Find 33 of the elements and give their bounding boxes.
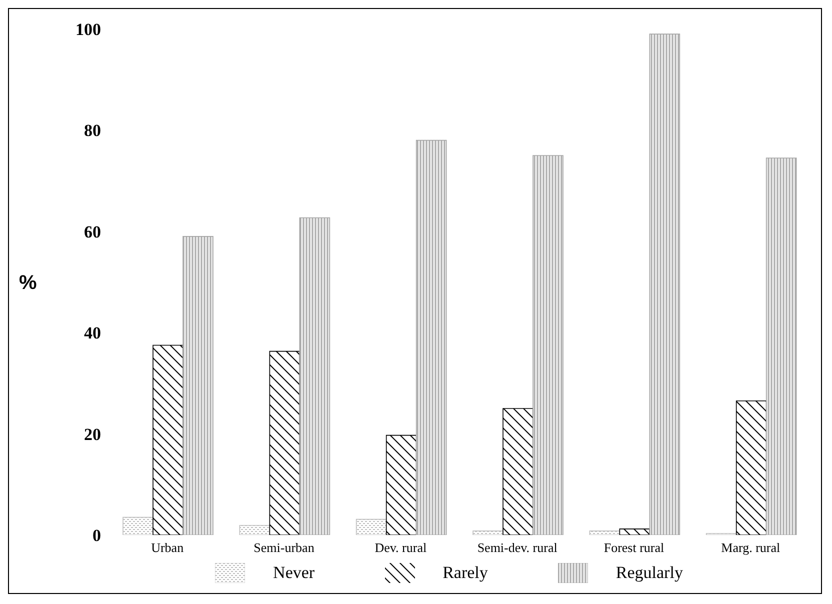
y-tick-label: 80 bbox=[84, 121, 101, 140]
x-tick-label: Semi-urban bbox=[254, 540, 315, 556]
y-tick-label: 40 bbox=[84, 324, 101, 343]
bar bbox=[356, 518, 387, 535]
bar bbox=[502, 408, 534, 535]
legend-label: Rarely bbox=[442, 563, 488, 583]
bar bbox=[532, 155, 564, 535]
bar bbox=[269, 350, 300, 535]
bar bbox=[122, 516, 154, 535]
y-tick-label: 20 bbox=[84, 424, 101, 444]
y-tick-label: 100 bbox=[76, 20, 101, 40]
bar bbox=[182, 236, 214, 535]
bar bbox=[416, 140, 447, 535]
bar bbox=[386, 434, 417, 535]
x-tick-label: Semi-dev. rural bbox=[477, 540, 558, 556]
legend-label: Never bbox=[273, 563, 315, 583]
bar bbox=[589, 530, 620, 535]
bar bbox=[299, 217, 330, 535]
x-tick-label: Marg. rural bbox=[721, 540, 781, 556]
y-tick-label: 0 bbox=[92, 526, 101, 546]
y-axis-title: % bbox=[19, 272, 37, 294]
bar bbox=[152, 344, 184, 535]
legend-label: Regularly bbox=[616, 563, 683, 583]
x-tick-label: Forest rural bbox=[604, 540, 665, 556]
bar bbox=[649, 34, 680, 535]
bar bbox=[472, 530, 504, 535]
y-tick-label: 60 bbox=[84, 222, 101, 242]
bar bbox=[239, 524, 270, 535]
x-tick-label: Urban bbox=[151, 540, 184, 556]
bar bbox=[766, 158, 797, 535]
x-tick-label: Dev. rural bbox=[374, 540, 427, 556]
bar bbox=[736, 400, 767, 535]
bar bbox=[619, 528, 650, 535]
